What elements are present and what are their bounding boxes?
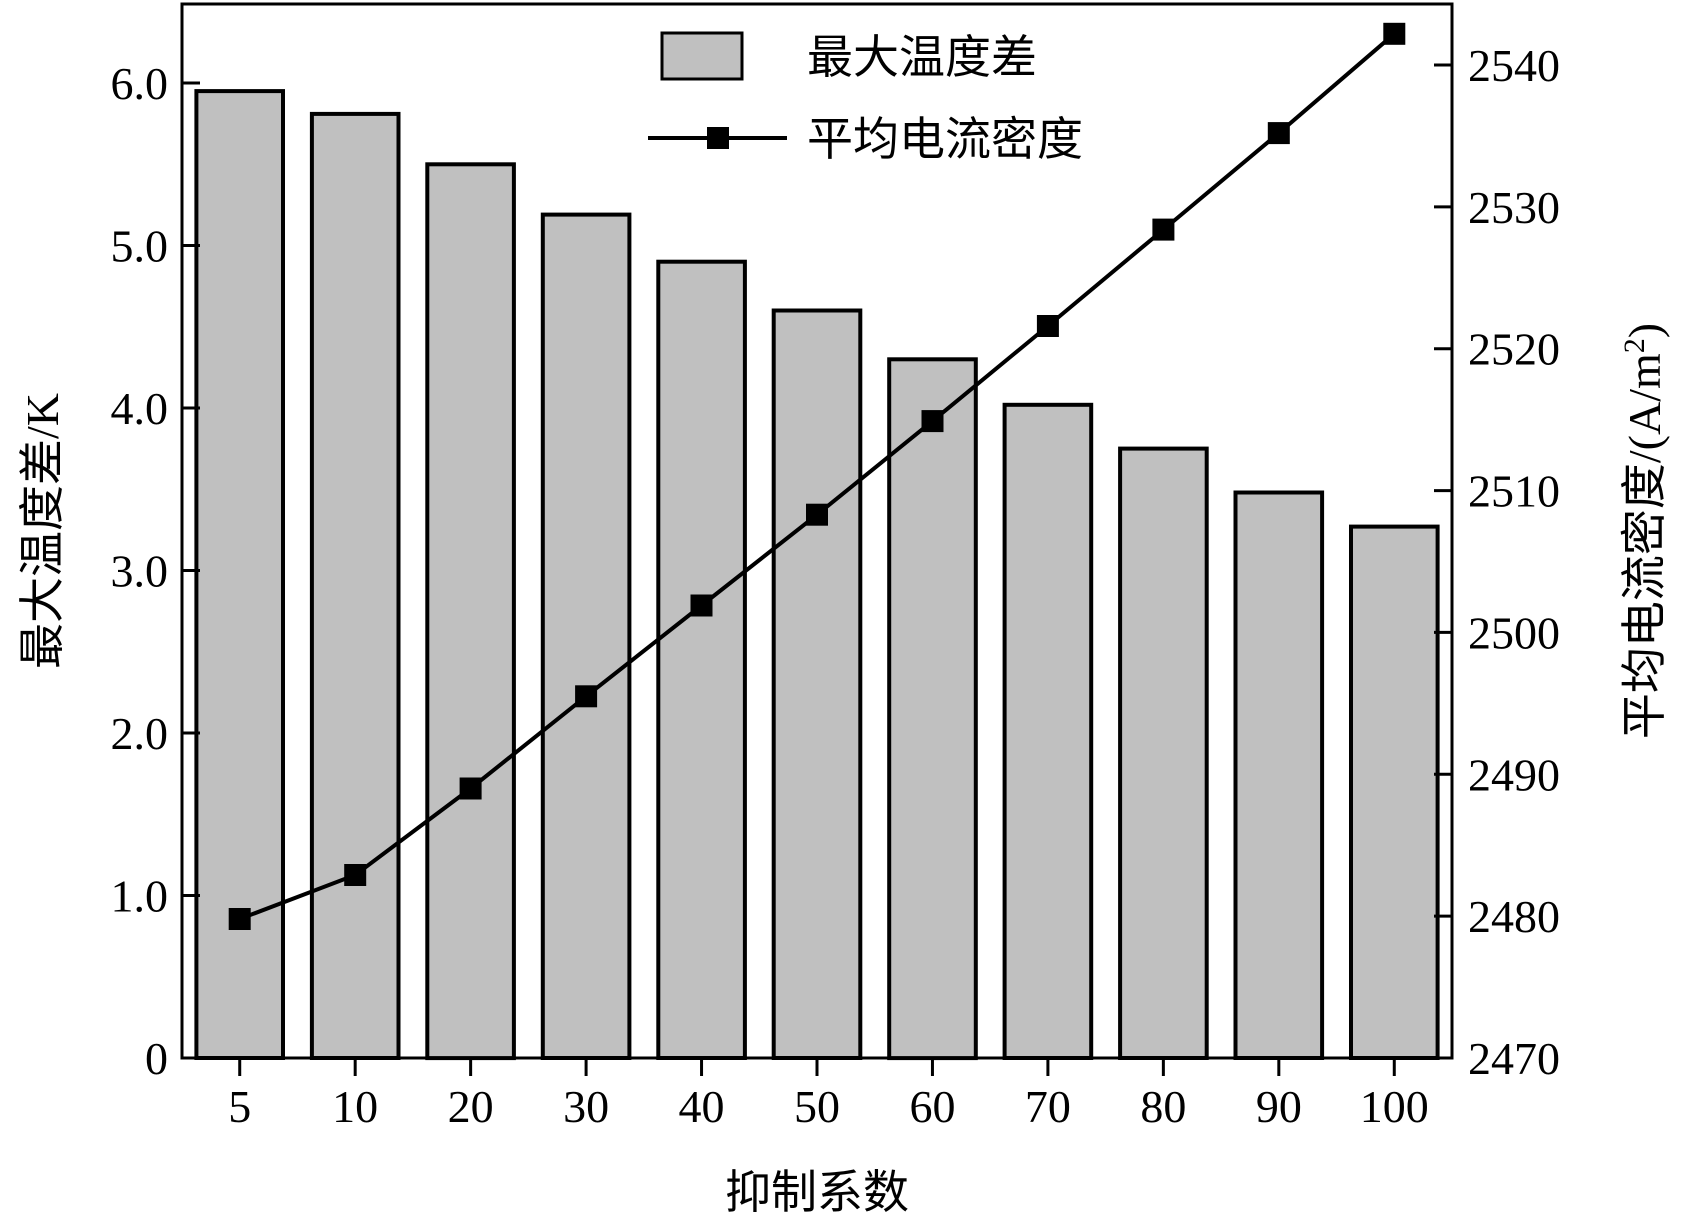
bar-5 — [194, 89, 285, 1061]
x-tick-label: 10 — [332, 1081, 378, 1132]
bar-90 — [1233, 490, 1325, 1060]
legend-label-bar: 最大温度差 — [807, 32, 1037, 83]
left-axis: 0 1.0 2.0 3.0 4.0 5.0 6.0 — [111, 58, 200, 1084]
bar-70 — [1002, 402, 1094, 1060]
right-axis-title-sup: 2 — [1618, 338, 1651, 353]
left-tick-label: 5.0 — [111, 221, 169, 272]
left-tick-label: 2.0 — [111, 708, 169, 759]
line-marker-100 — [1383, 22, 1406, 45]
x-tick-label: 60 — [909, 1081, 955, 1132]
x-axis-title: 抑制系数 — [725, 1167, 909, 1218]
x-tick-label: 80 — [1140, 1081, 1186, 1132]
line-marker-40 — [690, 594, 713, 617]
bar-30 — [540, 212, 632, 1061]
left-tick-label: 4.0 — [111, 383, 169, 434]
right-tick-label: 2470 — [1468, 1033, 1560, 1084]
x-tick-label: 100 — [1360, 1081, 1429, 1132]
left-axis-title: 最大温度差/K — [17, 393, 68, 669]
line-marker-60 — [921, 410, 944, 433]
bar-40 — [656, 259, 747, 1060]
line-marker-80 — [1152, 218, 1175, 241]
x-tick-label: 90 — [1256, 1081, 1302, 1132]
line-marker-90 — [1267, 122, 1290, 145]
right-axis-title-main: 平均电流密度/(A/m — [1619, 353, 1670, 739]
right-tick-label: 2480 — [1468, 891, 1560, 942]
left-tick-label: 1.0 — [111, 871, 169, 922]
line-marker-10 — [344, 864, 367, 886]
line-marker-70 — [1036, 315, 1059, 337]
bar-20 — [425, 162, 516, 1061]
legend-swatch-bar — [660, 31, 744, 81]
x-tick-label: 5 — [228, 1081, 251, 1132]
right-tick-label: 2500 — [1468, 607, 1560, 658]
right-axis-title-close: ) — [1619, 323, 1670, 338]
legend-swatch-marker — [707, 127, 729, 149]
x-tick-label: 40 — [679, 1081, 725, 1132]
legend: 最大温度差 平均电流密度 — [648, 31, 1083, 165]
bar-60 — [887, 357, 978, 1061]
bar-10 — [309, 111, 401, 1060]
line-marker-50 — [806, 503, 828, 526]
right-tick-label: 2490 — [1468, 749, 1560, 800]
bar-50 — [771, 308, 863, 1060]
bar-100 — [1349, 524, 1440, 1060]
x-tick-label: 30 — [563, 1081, 609, 1132]
left-tick-label: 3.0 — [111, 546, 169, 597]
bar-80 — [1118, 446, 1209, 1061]
right-tick-label: 2520 — [1468, 324, 1560, 375]
x-axis: 5 10 20 30 40 50 60 70 80 90 100 — [228, 1058, 1429, 1132]
right-axis-title: 平均电流密度/(A/m2) — [1618, 323, 1670, 739]
right-tick-label: 2540 — [1468, 40, 1560, 91]
x-tick-label: 70 — [1025, 1081, 1071, 1132]
line-marker-30 — [575, 685, 598, 708]
bar-series — [194, 89, 1440, 1061]
legend-label-line: 平均电流密度 — [807, 114, 1083, 165]
right-tick-label: 2510 — [1468, 466, 1560, 517]
x-tick-label: 20 — [448, 1081, 494, 1132]
left-tick-label: 0 — [145, 1033, 168, 1084]
right-tick-label: 2530 — [1468, 182, 1560, 233]
line-series — [228, 22, 1406, 930]
line-marker-5 — [228, 908, 251, 930]
x-tick-label: 50 — [794, 1081, 840, 1132]
right-axis: 2470 2480 2490 2500 2510 2520 2530 2540 — [1434, 40, 1560, 1084]
left-tick-label: 6.0 — [111, 58, 169, 109]
line-marker-20 — [459, 777, 482, 800]
